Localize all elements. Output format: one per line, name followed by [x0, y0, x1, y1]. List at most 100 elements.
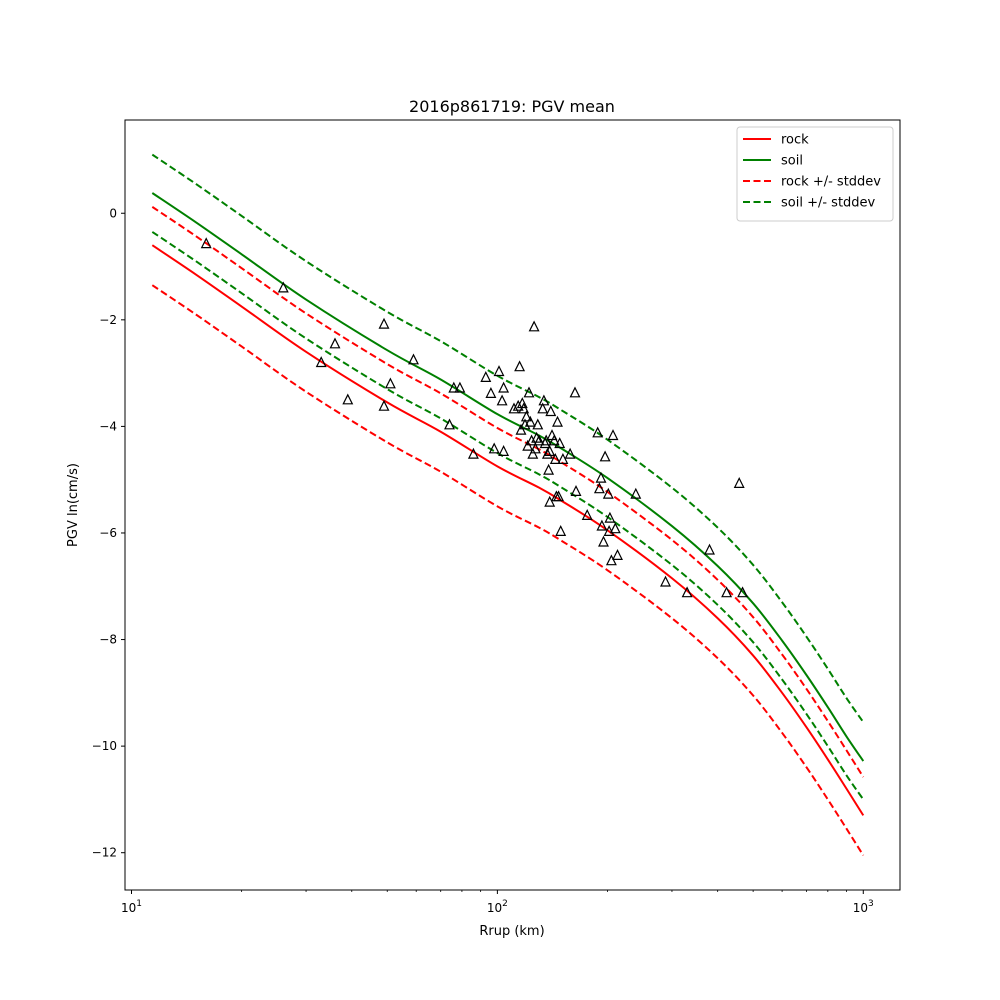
- observation-marker: [526, 434, 538, 446]
- legend-label-rock: rock: [781, 133, 809, 148]
- y-tick-label: −12: [92, 846, 117, 860]
- y-tick-label: −8: [99, 633, 117, 647]
- observation-marker: [595, 471, 607, 483]
- observation-marker: [630, 487, 642, 499]
- observation-marker: [378, 317, 390, 329]
- observation-marker: [598, 535, 609, 547]
- legend-label-soil-stddev: soil +/- stddev: [781, 196, 876, 211]
- observation-marker: [544, 495, 556, 507]
- series-line-rock-stddev: [151, 206, 865, 778]
- y-tick-label: −4: [99, 419, 117, 433]
- observation-marker: [384, 377, 396, 389]
- observation-marker: [592, 426, 604, 438]
- observation-marker: [541, 447, 553, 459]
- observation-marker: [548, 434, 560, 446]
- observation-marker: [733, 477, 745, 488]
- observation-marker: [200, 237, 212, 249]
- x-axis-label: Rrup (km): [479, 924, 544, 939]
- series-line-rock-stddev: [151, 284, 865, 856]
- observation-marker: [602, 487, 614, 499]
- legend-box: [736, 126, 894, 222]
- chart-title: 2016p861719: PGV mean: [409, 97, 615, 116]
- y-tick-label: −10: [92, 739, 117, 753]
- observation-marker: [515, 423, 527, 435]
- observation-marker: [277, 281, 289, 293]
- y-axis-ticks: 0 −2 −4 −6 −8 −10 −12: [92, 206, 125, 860]
- observation-marker: [315, 356, 327, 368]
- observation-marker: [605, 554, 617, 566]
- observation-marker: [540, 434, 552, 446]
- observation-marker: [555, 525, 567, 537]
- observation-marker: [538, 394, 550, 406]
- observation-marker: [480, 371, 492, 382]
- x-axis-ticks: 101 102 103: [121, 890, 874, 915]
- x-tick-label: 101: [121, 899, 142, 915]
- observation-marker: [609, 522, 621, 534]
- observation-marker: [488, 442, 500, 454]
- y-tick-label: −6: [99, 526, 117, 540]
- observation-marker: [532, 418, 544, 430]
- observation-marker: [721, 586, 733, 598]
- observation-marker: [493, 365, 505, 377]
- observation-marker: [512, 399, 524, 411]
- observation-marker: [564, 447, 576, 459]
- observation-marker: [612, 549, 623, 561]
- observation-marker: [342, 393, 354, 405]
- observation-marker: [607, 429, 619, 441]
- observation-marker: [570, 485, 582, 496]
- series-line-rock: [151, 244, 865, 816]
- observation-marker: [569, 386, 581, 398]
- observation-marker: [552, 415, 563, 427]
- y-tick-label: −2: [99, 313, 117, 327]
- observation-marker: [518, 402, 530, 414]
- observation-marker: [549, 453, 561, 464]
- plot-frame: [124, 119, 901, 891]
- observation-marker: [599, 450, 611, 462]
- observation-marker: [537, 402, 549, 414]
- series-line-soil-stddev: [151, 153, 865, 723]
- observation-marker: [444, 418, 455, 430]
- observation-marker: [520, 410, 532, 422]
- legend: rock soil rock +/- stddev soil +/- stddev: [736, 126, 894, 222]
- observation-marker: [467, 447, 479, 459]
- observation-marker: [527, 447, 539, 459]
- observation-marker: [681, 586, 693, 598]
- y-tick-label: 0: [109, 206, 117, 220]
- observation-marker: [604, 511, 616, 523]
- legend-label-rock-stddev: rock +/- stddev: [781, 175, 881, 190]
- y-axis-label: PGV ln(cm/s): [66, 463, 81, 547]
- observation-marker: [737, 586, 749, 598]
- observation-marker: [485, 387, 497, 398]
- observation-marker: [378, 399, 390, 411]
- observation-marker: [514, 360, 526, 372]
- observation-marker: [553, 490, 565, 502]
- observation-marker: [454, 381, 466, 393]
- observation-marker: [522, 439, 534, 451]
- observation-marker: [498, 445, 510, 456]
- observation-marker: [524, 415, 536, 427]
- observation-marker: [533, 434, 545, 446]
- observation-marker: [508, 402, 520, 414]
- observation-marker: [528, 320, 540, 332]
- observation-marker: [448, 381, 460, 393]
- observation-markers-layer: [200, 237, 749, 598]
- observation-marker: [523, 386, 535, 398]
- observation-marker: [544, 445, 556, 456]
- observation-marker: [704, 543, 715, 555]
- x-tick-label: 103: [853, 899, 874, 915]
- observation-marker: [660, 575, 671, 587]
- observation-marker: [498, 381, 510, 393]
- x-tick-label: 102: [487, 899, 508, 915]
- observation-marker: [545, 405, 557, 417]
- observation-marker: [529, 442, 541, 454]
- observation-marker: [543, 463, 555, 475]
- observation-marker: [496, 394, 508, 406]
- observation-marker: [596, 519, 608, 531]
- observation-marker: [554, 437, 566, 449]
- legend-label-soil: soil: [781, 154, 803, 169]
- observation-marker: [557, 453, 569, 464]
- observation-marker: [593, 482, 605, 494]
- observation-marker: [329, 337, 341, 349]
- observation-marker: [581, 509, 593, 521]
